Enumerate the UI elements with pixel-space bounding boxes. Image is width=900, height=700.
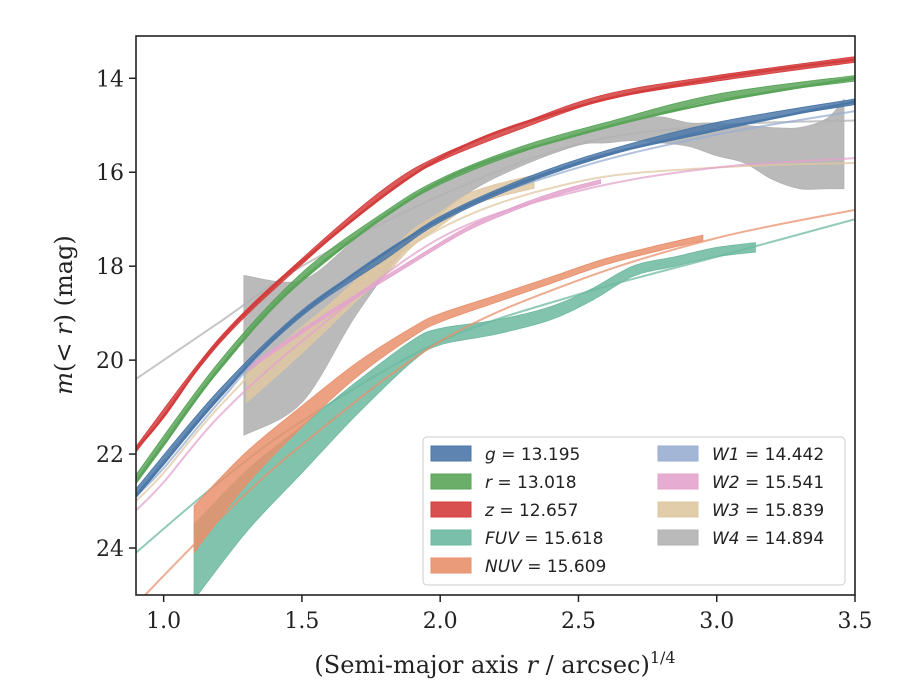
legend-label-r: r = 13.018 [485,473,577,493]
legend-label-w4: W4 = 14.894 [712,529,824,549]
legend-item-z: z = 12.657 [430,501,578,521]
legend-swatch-nuv [430,557,472,574]
x-tick-label: 3.0 [699,609,734,634]
x-tick-label: 3.5 [838,609,873,634]
band-w2 [246,179,601,373]
legend-label-w2: W2 = 15.541 [712,473,824,493]
x-tick-label: 2.5 [561,609,596,634]
series-w2 [136,157,855,512]
plot-frame [135,35,856,596]
y-tick-label: 22 [96,443,124,468]
band-fuv [193,242,756,595]
legend-swatch-w1 [657,445,699,462]
legend-swatch-w4 [657,529,699,546]
legend-label-z: z = 12.657 [484,501,578,521]
series-g [136,98,855,498]
legend-label-g: g = 13.195 [485,445,580,465]
y-axis-label: m(< r) (mag) [50,235,78,395]
legend-item-r: r = 13.018 [430,473,577,493]
model-nuv [143,208,855,595]
legend-swatch-g [430,445,472,462]
legend-box [422,436,846,586]
model-g [136,100,855,498]
legend-item-fuv: FUV = 15.618 [430,529,603,549]
y-tick-label: 18 [96,255,124,280]
x-tick-label: 1.0 [146,609,181,634]
legend-item-w1: W1 = 14.442 [657,445,824,465]
legend-item-nuv: NUV = 15.609 [430,557,606,577]
series-layer [136,56,855,595]
series-z [136,56,855,453]
x-axis-label: (Semi-major axis r / arcsec)1/4 [314,648,675,679]
model-w2 [136,157,855,512]
y-axis-ticks: 14 16 18 20 22 24 [96,67,136,562]
legend-swatch-z [430,501,472,518]
legend-swatch-fuv [430,529,472,546]
legend-label-w1: W1 = 14.442 [712,445,824,465]
legend-swatch-w3 [657,501,699,518]
model-z [136,58,855,451]
x-tick-label: 2.0 [423,609,458,634]
legend-item-w4: W4 = 14.894 [657,529,824,549]
legend: g = 13.195 r = 13.018 z = 12.657 FUV = 15.6… [422,436,846,586]
x-tick-label: 1.5 [284,609,319,634]
series-nuv [143,208,855,595]
y-tick-label: 24 [96,537,124,562]
legend-label-nuv: NUV = 15.609 [485,557,606,577]
legend-label-w3: W3 = 15.839 [712,501,824,521]
y-tick-label: 16 [96,161,124,186]
model-r [136,76,855,484]
legend-swatch-r [430,473,472,490]
y-tick-label: 20 [96,349,124,374]
legend-item-w3: W3 = 15.839 [657,501,824,521]
x-axis-ticks: 1.0 1.5 2.0 2.5 3.0 3.5 [146,595,873,634]
y-tick-label: 14 [96,67,124,92]
series-r [136,75,855,484]
legend-swatch-w2 [657,473,699,490]
legend-item-g: g = 13.195 [430,445,580,465]
legend-item-w2: W2 = 15.541 [657,473,824,493]
legend-label-fuv: FUV = 15.618 [485,529,603,549]
legend-items: g = 13.195 r = 13.018 z = 12.657 FUV = 15.6… [430,445,824,577]
